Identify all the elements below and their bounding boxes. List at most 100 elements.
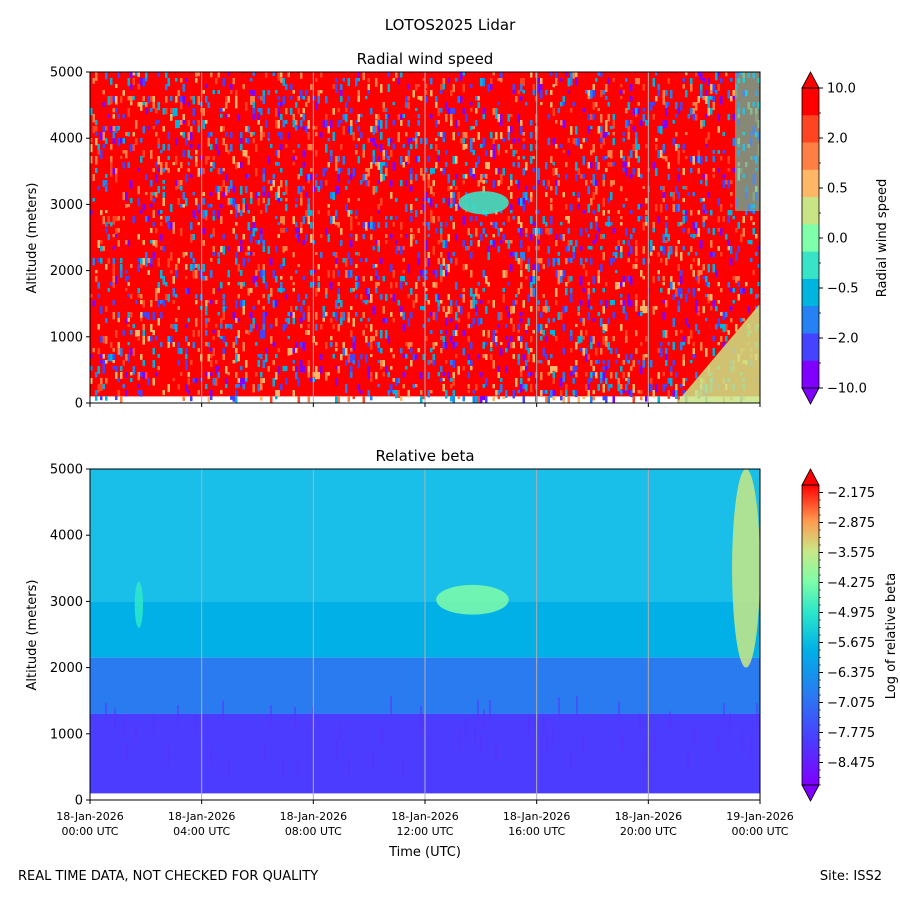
wind-cell [310, 234, 313, 243]
wind-cell [132, 78, 135, 86]
wind-cell [525, 330, 528, 334]
wind-cell [290, 348, 293, 355]
wind-cell [157, 120, 160, 124]
wind-cell [400, 180, 403, 187]
wind-cell [652, 222, 655, 229]
wind-cell [630, 276, 633, 285]
wind-cell [552, 390, 555, 399]
wind-cell [695, 228, 698, 236]
wind-cell [485, 354, 488, 361]
wind-cell [227, 198, 230, 206]
beta-streak [477, 699, 479, 720]
wind-cell [127, 96, 130, 101]
wind-cell [525, 276, 528, 280]
wind-cell [517, 198, 520, 205]
wind-cell [442, 168, 445, 175]
wind-cell [182, 132, 185, 138]
wind-cell [717, 168, 720, 173]
wind-cell [210, 132, 213, 137]
wind-cell [115, 330, 118, 338]
y-tick-label: 5000 [50, 463, 83, 478]
wind-cell [695, 72, 698, 77]
wind-cell [662, 330, 665, 338]
wind-cell [332, 84, 335, 89]
wind-cell [222, 168, 225, 172]
wind-cell [665, 120, 668, 128]
wind-cell [620, 216, 623, 220]
wind-cell [235, 222, 238, 226]
wind-cell [117, 342, 120, 351]
wind-cell [387, 156, 390, 161]
wind-cell [205, 156, 208, 165]
wind-cell [262, 198, 265, 204]
wind-cell [385, 162, 388, 171]
wind-cell [547, 138, 550, 146]
wind-cell [440, 168, 443, 172]
wind-cell [400, 282, 403, 289]
wind-cell [385, 168, 388, 177]
wind-cell [302, 186, 305, 190]
wind-cell [557, 174, 560, 178]
wind-cell [242, 258, 245, 267]
wind-cell [157, 300, 160, 308]
wind-cell [680, 330, 683, 334]
wind-cell [642, 276, 645, 280]
wind-cell [100, 354, 103, 359]
wind-cell [422, 198, 425, 202]
wind-cell [477, 294, 480, 299]
wind-cell [102, 354, 105, 359]
wind-cell [112, 270, 115, 279]
beta-streak [459, 730, 461, 751]
beta-streak [480, 733, 482, 754]
wind-cell [645, 210, 648, 215]
wind-cell [682, 144, 685, 150]
wind-cell [505, 270, 508, 278]
wind-cell [267, 90, 270, 95]
wind-cell [550, 366, 553, 374]
wind-cell [682, 342, 685, 346]
panel1-colorbar: 10.02.00.50.0−0.5−2.0−10.0 [801, 71, 867, 405]
wind-cell [692, 156, 695, 165]
wind-cell [675, 144, 678, 151]
wind-cell [440, 264, 443, 272]
wind-cell [330, 336, 333, 341]
wind-cell [555, 258, 558, 262]
wind-cell [160, 222, 163, 226]
wind-cell [642, 114, 645, 122]
wind-cell [357, 384, 360, 391]
wind-cell [282, 324, 285, 332]
wind-cell [750, 240, 753, 245]
wind-cell [90, 354, 93, 358]
wind-cell [172, 162, 175, 166]
wind-cell [277, 132, 280, 137]
wind-cell [635, 264, 638, 270]
wind-cell [150, 192, 153, 201]
wind-cell [335, 156, 338, 165]
wind-cell [295, 342, 298, 351]
wind-cell [695, 234, 698, 238]
wind-cell [335, 216, 338, 220]
wind-cell [342, 126, 345, 135]
wind-cell [405, 162, 408, 166]
wind-cell [167, 258, 170, 267]
wind-cell [722, 132, 725, 136]
wind-cell [502, 294, 505, 303]
wind-cell [360, 180, 363, 185]
wind-cell [300, 72, 303, 79]
wind-cell [437, 300, 440, 307]
wind-cell [137, 384, 140, 388]
wind-cell [325, 180, 328, 186]
wind-cell [197, 348, 200, 352]
wind-cell [710, 306, 713, 311]
wind-cell [562, 120, 565, 129]
wind-cell [212, 288, 215, 295]
wind-cell [180, 204, 183, 208]
wind-cell [627, 120, 630, 128]
wind-cell [445, 264, 448, 272]
wind-cell [240, 138, 243, 144]
wind-cell [137, 372, 140, 381]
wind-cell [482, 384, 485, 388]
wind-cell [757, 264, 760, 268]
wind-cell [610, 300, 613, 306]
